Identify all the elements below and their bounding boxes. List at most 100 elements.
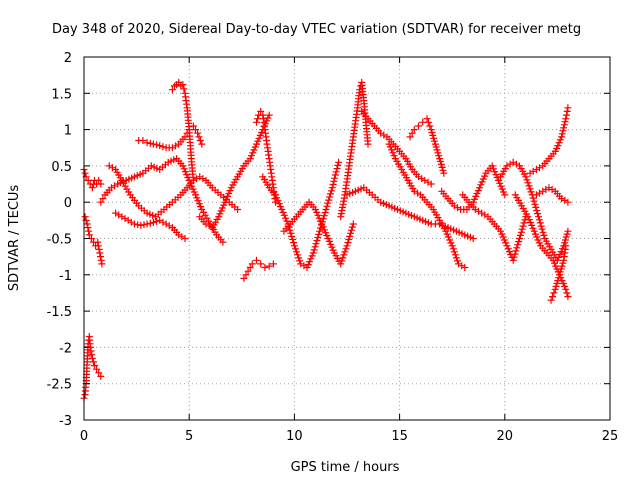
data-point	[559, 127, 567, 135]
data-point	[146, 139, 154, 147]
data-point	[295, 254, 303, 262]
data-layer	[80, 78, 572, 402]
data-point	[564, 293, 572, 301]
data-point	[478, 209, 486, 217]
data-point	[153, 217, 161, 225]
data-point	[520, 219, 528, 227]
data-point	[516, 231, 524, 239]
data-point	[501, 191, 509, 199]
data-point	[90, 358, 97, 366]
data-point	[532, 166, 540, 173]
data-point	[512, 247, 520, 255]
data-point	[536, 219, 544, 227]
data-point	[139, 137, 147, 144]
series-arc-24	[532, 184, 572, 206]
data-point	[542, 186, 550, 193]
data-point	[333, 165, 341, 173]
data-point	[253, 118, 260, 126]
data-point	[244, 267, 252, 275]
data-point	[321, 209, 329, 217]
data-point	[288, 232, 296, 240]
series-arc-16	[343, 184, 477, 242]
data-point	[81, 169, 89, 177]
grid-lines	[84, 57, 610, 420]
data-point	[248, 260, 256, 268]
data-point	[180, 85, 188, 93]
data-point	[108, 164, 116, 172]
data-point	[309, 249, 317, 257]
data-point	[194, 129, 202, 137]
data-point	[159, 143, 167, 151]
series-arc-25	[547, 242, 570, 304]
data-point	[561, 118, 569, 126]
y-tick-label: 0.5	[51, 160, 72, 175]
data-point	[513, 244, 521, 252]
series-arc-9	[196, 111, 273, 232]
data-point	[99, 195, 107, 203]
data-point	[137, 221, 145, 229]
series-arc-6	[135, 122, 206, 152]
data-point	[509, 256, 517, 264]
y-axis-label: SDTVAR / TECUs	[7, 185, 22, 292]
data-point	[261, 264, 269, 271]
data-point	[348, 223, 356, 231]
data-point	[346, 232, 354, 240]
data-point	[94, 242, 102, 250]
data-point	[536, 189, 543, 197]
series-arc-20	[459, 191, 530, 264]
data-point	[424, 118, 432, 126]
data-point	[331, 171, 339, 179]
data-point	[548, 186, 556, 193]
x-tick-label: 10	[286, 429, 303, 444]
data-point	[523, 176, 531, 184]
x-axis-label: GPS time / hours	[291, 460, 400, 475]
y-tick-label: -2	[59, 341, 72, 356]
data-point	[285, 223, 293, 231]
data-point	[325, 196, 333, 204]
data-point	[562, 115, 570, 123]
data-point	[196, 137, 204, 144]
data-point	[168, 86, 176, 94]
data-point	[81, 213, 89, 221]
data-point	[550, 289, 558, 297]
data-point	[349, 220, 357, 228]
data-point	[335, 158, 343, 166]
data-point	[181, 235, 189, 242]
data-point	[563, 111, 570, 119]
data-point	[97, 372, 105, 380]
data-point	[134, 221, 142, 229]
data-point	[437, 160, 445, 168]
data-point	[296, 257, 304, 265]
data-point	[88, 354, 96, 362]
data-point	[293, 248, 300, 256]
data-point	[332, 168, 340, 176]
data-point	[112, 209, 120, 217]
data-point	[287, 229, 295, 237]
data-point	[121, 215, 129, 222]
data-point	[181, 133, 189, 141]
data-point	[347, 229, 355, 237]
x-tick-label: 20	[497, 429, 514, 444]
data-point	[561, 196, 569, 204]
data-point	[475, 207, 482, 215]
data-point	[531, 200, 539, 208]
y-tick-label: 1	[64, 124, 72, 139]
data-point	[562, 285, 570, 293]
data-point	[421, 176, 429, 184]
x-tick-label: 15	[391, 429, 408, 444]
x-tick-label: 0	[80, 429, 88, 444]
data-point	[95, 176, 103, 184]
data-point	[449, 245, 457, 253]
data-point	[313, 237, 321, 245]
y-tick-label: 1.5	[51, 87, 72, 102]
x-tick-label: 5	[185, 429, 193, 444]
data-point	[97, 253, 104, 261]
data-point	[406, 133, 414, 141]
data-point	[534, 210, 542, 218]
series-arc-17	[385, 140, 469, 271]
data-point	[451, 251, 459, 259]
data-point	[314, 234, 322, 241]
data-point	[96, 249, 104, 257]
data-point	[95, 369, 103, 377]
data-point	[527, 188, 535, 196]
